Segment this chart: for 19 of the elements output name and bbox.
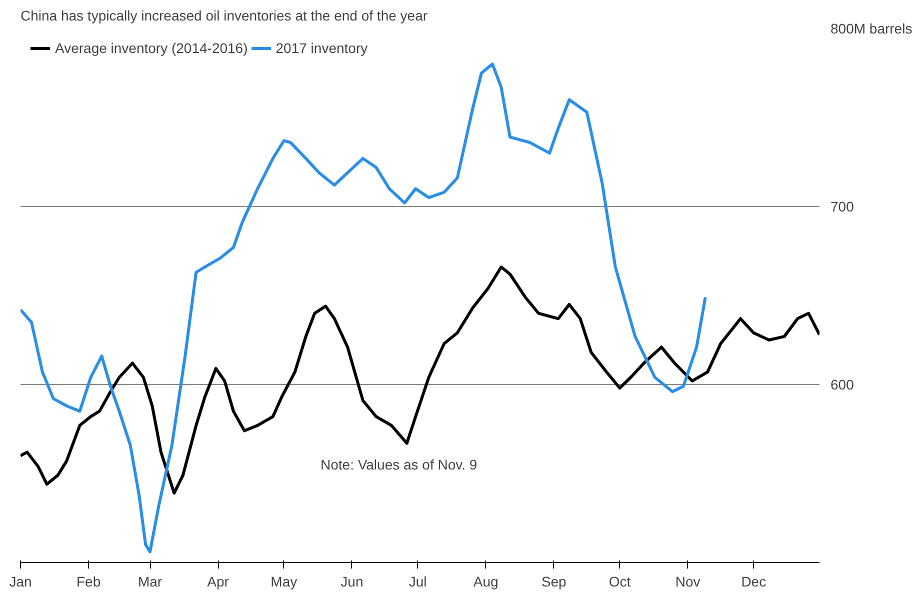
legend-label: Average inventory (2014-2016) [55,40,248,56]
x-tick-label: Oct [608,574,631,590]
x-tick-label: Aug [473,574,498,590]
x-tick-label: May [270,574,298,590]
y-tick-label: 700 [830,198,854,214]
legend-label: 2017 inventory [276,40,368,56]
x-tick-label: Sep [541,574,567,590]
y-tick-label: 800M barrels [830,20,912,36]
annotation: Note: Values as of Nov. 9 [320,456,478,472]
x-tick-label: Dec [741,574,766,590]
x-tick-label: Jan [9,574,32,590]
x-tick-label: Jul [408,574,427,590]
x-tick-label: Nov [675,574,700,590]
x-tick-label: Feb [76,574,101,590]
y-tick-label: 600 [830,376,854,392]
chart-title: China has typically increased oil inventories at the end of the year [20,8,428,24]
x-tick-label: Mar [138,574,162,590]
x-tick-label: Apr [207,574,230,590]
x-tick-label: Jun [340,574,364,590]
